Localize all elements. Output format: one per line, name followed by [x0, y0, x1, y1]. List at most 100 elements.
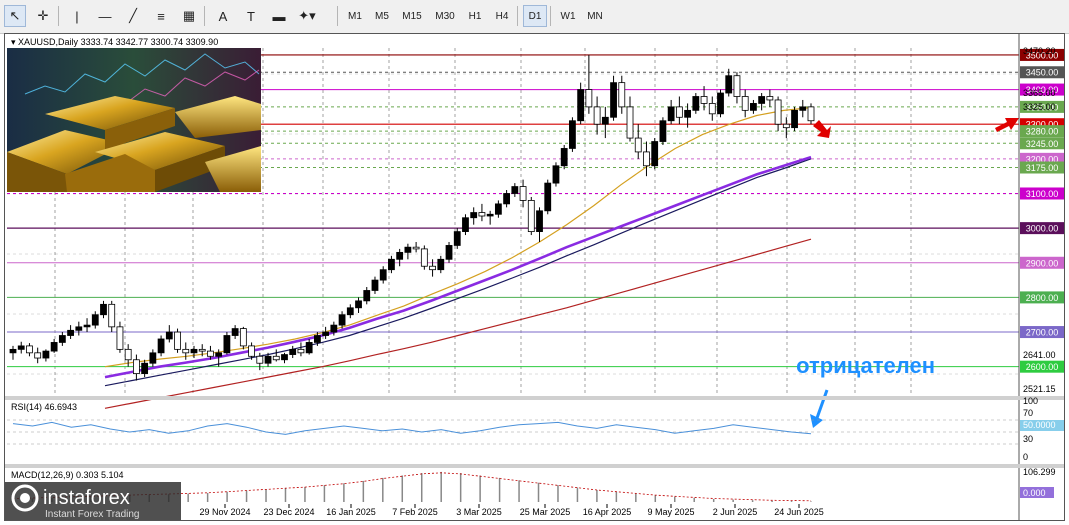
subwindow-separator[interactable] — [5, 464, 1064, 468]
timeframe-m30[interactable]: M30 — [435, 10, 455, 22]
vertical-line-icon[interactable]: | — [75, 8, 79, 24]
date-label: 3 Mar 2025 — [456, 507, 502, 517]
candle — [536, 210, 543, 232]
price-axis[interactable]: 3500.00 3450.00 3400.00 3350.00 3300.003280.… — [1018, 34, 1064, 520]
price-axis-bg — [1019, 34, 1064, 520]
candle — [791, 109, 798, 129]
candle — [758, 96, 766, 104]
toolbar-separator — [337, 6, 338, 26]
annotation-text: отрицателен — [796, 353, 935, 378]
trendline-icon[interactable]: ╱ — [129, 8, 137, 23]
candle — [190, 348, 198, 354]
symbol-name: XAUUSD,Daily — [18, 37, 79, 47]
rsi-line — [12, 421, 812, 435]
timeframe-mn[interactable]: MN — [587, 10, 603, 22]
price-tick-label: 2521.15 — [1023, 384, 1056, 394]
rectangle-icon[interactable]: ▬ — [272, 8, 286, 24]
rsi-tick-label: 50.0000 — [1023, 420, 1056, 430]
chart-canvas[interactable]: отрицателен 3500.00 3450.00 3400.00 3350.00… — [5, 34, 1064, 520]
price-label-box — [1020, 187, 1064, 200]
candle — [527, 200, 535, 232]
timeframe-d1[interactable]: D1 — [523, 5, 547, 27]
candle — [659, 120, 667, 142]
price-label-box — [1020, 48, 1064, 61]
watermark-brand: instaforex — [43, 487, 130, 509]
candle — [379, 269, 387, 281]
price-label: 3245.00 — [1026, 139, 1059, 149]
candle — [207, 350, 214, 357]
candle — [133, 359, 140, 375]
candle — [429, 265, 436, 271]
candle — [577, 89, 585, 122]
candle — [322, 331, 330, 336]
candle — [560, 148, 568, 167]
symbol-ohlc: 3333.74 3342.77 3300.74 3309.90 — [81, 37, 219, 47]
candle — [141, 362, 149, 375]
timeframe-m1[interactable]: M1 — [348, 10, 362, 22]
ma-50-line — [104, 107, 812, 368]
horizontal-line-icon[interactable]: — — [98, 8, 112, 24]
toolbar: ↖ ✛ | — ╱ ≡ ▦ A T ▬ ✦▾ M1 M5 M15 M30 H1 H4 D1 W1 MN — [0, 0, 1069, 34]
candle — [601, 116, 609, 125]
fibonacci-icon[interactable]: ≡ — [157, 8, 165, 24]
toolbar-separator — [204, 6, 205, 26]
date-label: 7 Feb 2025 — [392, 507, 438, 517]
candle — [462, 217, 469, 232]
timeframe-w1[interactable]: W1 — [560, 10, 576, 22]
label-icon[interactable]: T — [247, 8, 255, 24]
timeframe-m15[interactable]: M15 — [402, 10, 422, 22]
candle — [585, 89, 593, 108]
timeframe-h4[interactable]: H4 — [495, 10, 509, 22]
price-tick-label: 3470.20 — [1023, 46, 1056, 56]
moving-averages — [104, 107, 812, 409]
candle — [643, 151, 650, 167]
instaforex-logo: instaforex Instant Forex Trading — [5, 482, 181, 520]
candle — [774, 99, 782, 125]
candle — [766, 96, 774, 101]
candle — [149, 352, 157, 364]
candle — [552, 165, 560, 184]
candle — [741, 96, 749, 111]
toolbar-separator — [58, 6, 59, 26]
candle — [733, 75, 741, 97]
candle — [700, 96, 708, 104]
channel-icon[interactable]: ▦ — [182, 8, 196, 23]
right-arrow-icon — [995, 118, 1019, 132]
watermark-tagline: Instant Forex Trading — [45, 509, 140, 520]
candlestick-series — [9, 54, 815, 381]
price-label: 2800.00 — [1026, 293, 1059, 303]
candle — [67, 329, 74, 336]
price-label-box — [1020, 222, 1064, 235]
candle — [346, 307, 354, 316]
cursor-icon[interactable]: ↖ — [4, 5, 26, 27]
annotation-arrow-icon — [810, 389, 829, 428]
subwindow-separator[interactable] — [5, 396, 1064, 400]
macd-current-label: 0.000 — [1023, 488, 1046, 498]
crosshair-icon[interactable]: ✛ — [37, 8, 49, 23]
price-label: 3300.00 — [1026, 120, 1059, 130]
candle — [445, 245, 453, 260]
date-label: 16 Jan 2025 — [326, 507, 376, 517]
candle — [100, 303, 107, 316]
price-label-box — [1020, 137, 1064, 150]
timeframe-h1[interactable]: H1 — [468, 10, 482, 22]
text-icon[interactable]: A — [218, 8, 228, 24]
candle — [174, 331, 181, 350]
candle — [412, 246, 420, 250]
candle — [338, 314, 346, 326]
price-label: 3280.00 — [1026, 127, 1059, 137]
macd-max-label: 106.299 — [1023, 467, 1056, 477]
price-label-box — [1020, 360, 1064, 373]
price-label-box — [1020, 326, 1064, 339]
candle — [297, 348, 305, 354]
chart-window[interactable]: отрицателен 3500.00 3450.00 3400.00 3350.00… — [4, 33, 1065, 521]
date-label: 25 Mar 2025 — [520, 507, 571, 517]
timeframe-m5[interactable]: M5 — [375, 10, 389, 22]
price-label-box — [1020, 256, 1064, 269]
candle — [223, 335, 231, 354]
shapes-dropdown-icon[interactable]: ✦▾ — [298, 8, 316, 23]
price-label-box — [1020, 291, 1064, 304]
candle — [651, 141, 659, 167]
candle — [313, 335, 321, 343]
candle — [198, 348, 206, 352]
